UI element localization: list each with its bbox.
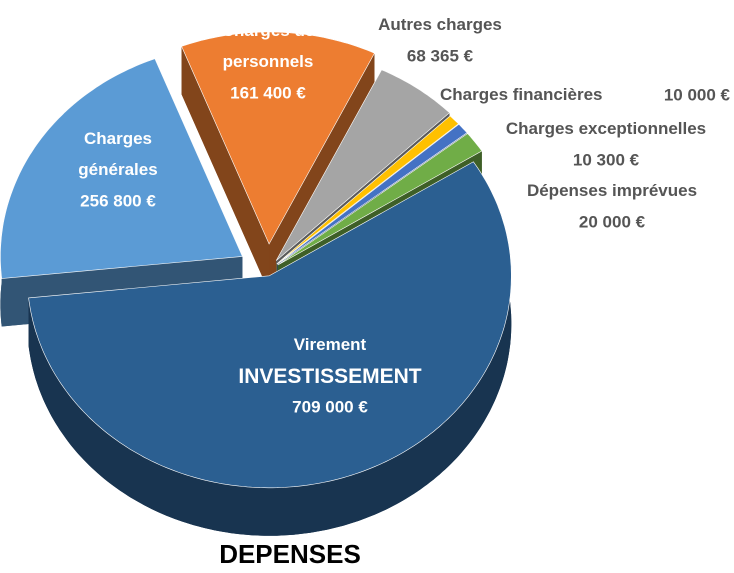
slice [181,31,375,245]
value-label: 161 400 € [230,83,306,102]
pie-tops [0,31,512,489]
value-label: 68 365 € [407,46,474,65]
category-label: Charges financières [440,85,603,104]
chart-title: DEPENSES [219,539,361,569]
slice [277,123,468,265]
category-label: Dépenses imprévues [527,181,697,200]
value-label: 10 000 € [664,85,731,104]
value-label: 256 800 € [80,191,156,210]
slice [28,161,512,489]
slice [275,69,450,261]
labels: Charges générales 256 800 € Charges de perso… [78,15,730,416]
category-label: Autres charges [378,15,502,34]
category-label: Charges exceptionnelles [506,119,706,138]
category-label: Virement INVESTISSEMENT [238,335,421,387]
value-label: 20 000 € [579,212,646,231]
slice [0,58,243,279]
slice-edge [181,46,270,293]
slice [277,133,483,266]
value-label: 709 000 € [292,397,368,416]
category-label: Charges de personnels [222,21,315,71]
slice [276,115,459,265]
category-label: Charges générales [78,129,157,179]
value-label: 10 300 € [573,150,640,169]
